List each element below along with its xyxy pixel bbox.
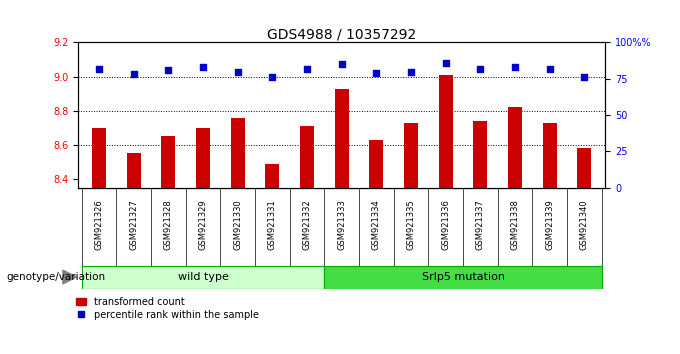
- Bar: [196, 128, 210, 188]
- Text: GSM921328: GSM921328: [164, 199, 173, 250]
- Bar: [324, 266, 602, 289]
- Point: [198, 64, 209, 70]
- Text: GSM921335: GSM921335: [407, 199, 415, 250]
- Point: [129, 72, 139, 77]
- Bar: [300, 126, 314, 188]
- Bar: [231, 118, 245, 188]
- Text: Srlp5 mutation: Srlp5 mutation: [422, 272, 505, 282]
- Bar: [161, 136, 175, 188]
- Text: GSM921329: GSM921329: [199, 199, 207, 250]
- Point: [94, 66, 105, 72]
- Text: GSM921336: GSM921336: [441, 199, 450, 250]
- Text: GSM921339: GSM921339: [545, 199, 554, 250]
- Point: [163, 67, 174, 73]
- Text: GSM921340: GSM921340: [580, 199, 589, 250]
- Text: GSM921331: GSM921331: [268, 199, 277, 250]
- Bar: [473, 121, 488, 188]
- Point: [544, 66, 555, 72]
- Text: wild type: wild type: [177, 272, 228, 282]
- Bar: [369, 140, 384, 188]
- Point: [509, 64, 520, 70]
- Bar: [404, 123, 418, 188]
- Text: GSM921327: GSM921327: [129, 199, 138, 250]
- Point: [579, 74, 590, 80]
- Point: [267, 74, 278, 80]
- Text: GSM921332: GSM921332: [303, 199, 311, 250]
- Text: GSM921337: GSM921337: [476, 199, 485, 250]
- Text: GSM921330: GSM921330: [233, 199, 242, 250]
- Polygon shape: [63, 270, 76, 284]
- Bar: [439, 75, 453, 188]
- Point: [405, 69, 416, 74]
- Text: genotype/variation: genotype/variation: [7, 272, 106, 282]
- Text: GSM921334: GSM921334: [372, 199, 381, 250]
- Point: [233, 69, 243, 74]
- Point: [371, 70, 381, 76]
- Legend: transformed count, percentile rank within the sample: transformed count, percentile rank withi…: [76, 297, 259, 320]
- Bar: [82, 266, 324, 289]
- Point: [336, 61, 347, 67]
- Text: GSM921338: GSM921338: [511, 199, 520, 250]
- Point: [302, 66, 313, 72]
- Text: GSM921333: GSM921333: [337, 199, 346, 250]
- Bar: [92, 128, 106, 188]
- Title: GDS4988 / 10357292: GDS4988 / 10357292: [267, 27, 416, 41]
- Point: [440, 60, 451, 65]
- Bar: [126, 154, 141, 188]
- Bar: [577, 148, 592, 188]
- Text: GSM921326: GSM921326: [95, 199, 103, 250]
- Point: [475, 66, 486, 72]
- Bar: [335, 88, 349, 188]
- Bar: [508, 107, 522, 188]
- Bar: [543, 123, 557, 188]
- Bar: [265, 164, 279, 188]
